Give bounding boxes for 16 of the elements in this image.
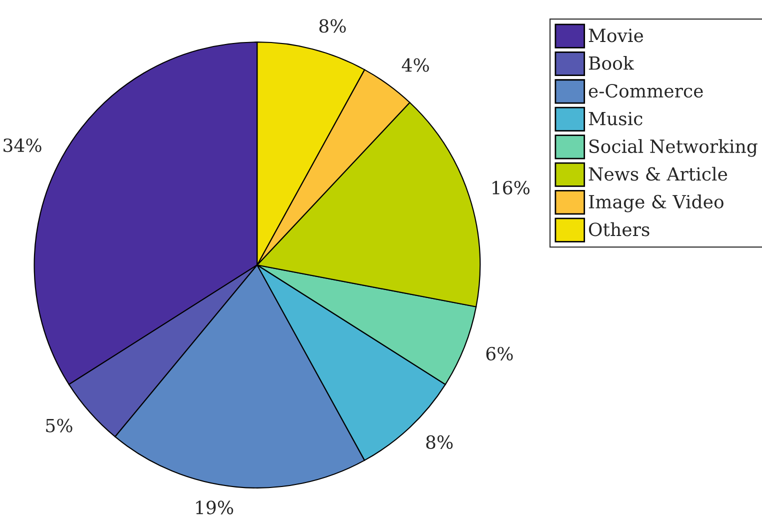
data-label: 8% xyxy=(319,19,346,33)
data-label: 19% xyxy=(196,500,234,514)
data-label: 6% xyxy=(486,346,513,360)
legend-label: Book xyxy=(588,56,634,70)
data-label: 4% xyxy=(402,58,429,72)
legend-label: Social Networking xyxy=(589,139,758,157)
data-label: 8% xyxy=(426,435,453,449)
legend-label: Music xyxy=(588,112,642,126)
legend-label: Image & Video xyxy=(588,194,724,212)
data-label: 5% xyxy=(46,418,72,432)
legend-label: e-Commerce xyxy=(588,84,703,98)
legend-label: Others xyxy=(588,222,650,236)
legend-label: Movie xyxy=(588,28,644,42)
data-label: 34% xyxy=(4,138,42,152)
legend-label: News & Article xyxy=(588,166,728,181)
data-label: 16% xyxy=(492,180,530,194)
